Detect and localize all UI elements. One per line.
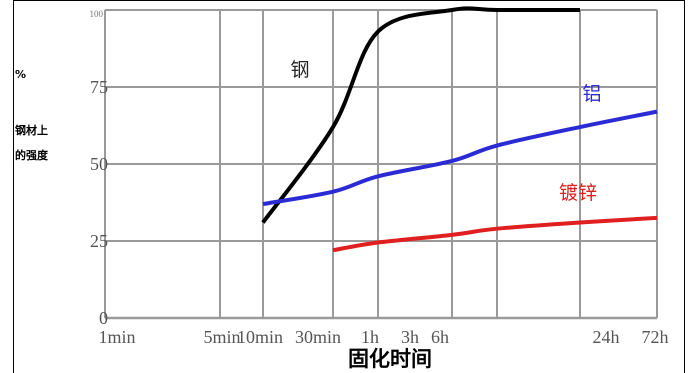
x-tick-label: 1h bbox=[361, 327, 379, 347]
y-tick-label: 100 bbox=[90, 9, 104, 19]
series-label-galvanized: 镀锌 bbox=[559, 182, 597, 204]
x-tick-label: 5min bbox=[203, 327, 240, 347]
x-tick-label: 30min bbox=[295, 327, 341, 347]
series-label-aluminum: 铝 bbox=[582, 83, 601, 105]
series-line bbox=[262, 109, 658, 207]
x-tick-label: 3h bbox=[401, 327, 419, 347]
series-line bbox=[261, 6, 580, 224]
y-tick-label: 50 bbox=[90, 154, 108, 174]
grid bbox=[104, 9, 658, 320]
series-label-steel: 钢 bbox=[290, 59, 309, 81]
y-tick-label: 75 bbox=[90, 77, 108, 97]
x-tick-label: 10min bbox=[237, 327, 283, 347]
x-axis-label: 固化时间 bbox=[348, 347, 432, 371]
series-line bbox=[332, 215, 658, 253]
y-axis-label-line-2: 的强度 bbox=[15, 148, 49, 162]
x-tick-label: 1min bbox=[98, 327, 135, 347]
chart-frame bbox=[13, 0, 685, 373]
x-tick-label: 6h bbox=[431, 327, 449, 347]
y-axis-unit: % bbox=[15, 68, 26, 81]
y-tick-label: 25 bbox=[90, 231, 108, 251]
x-tick-label: 24h bbox=[593, 327, 620, 347]
y-axis-label-line-1: 钢材上 bbox=[15, 123, 48, 137]
series-lines bbox=[261, 6, 658, 253]
x-tick-label: 72h bbox=[642, 327, 669, 347]
y-tick-label: 0 bbox=[99, 308, 108, 328]
